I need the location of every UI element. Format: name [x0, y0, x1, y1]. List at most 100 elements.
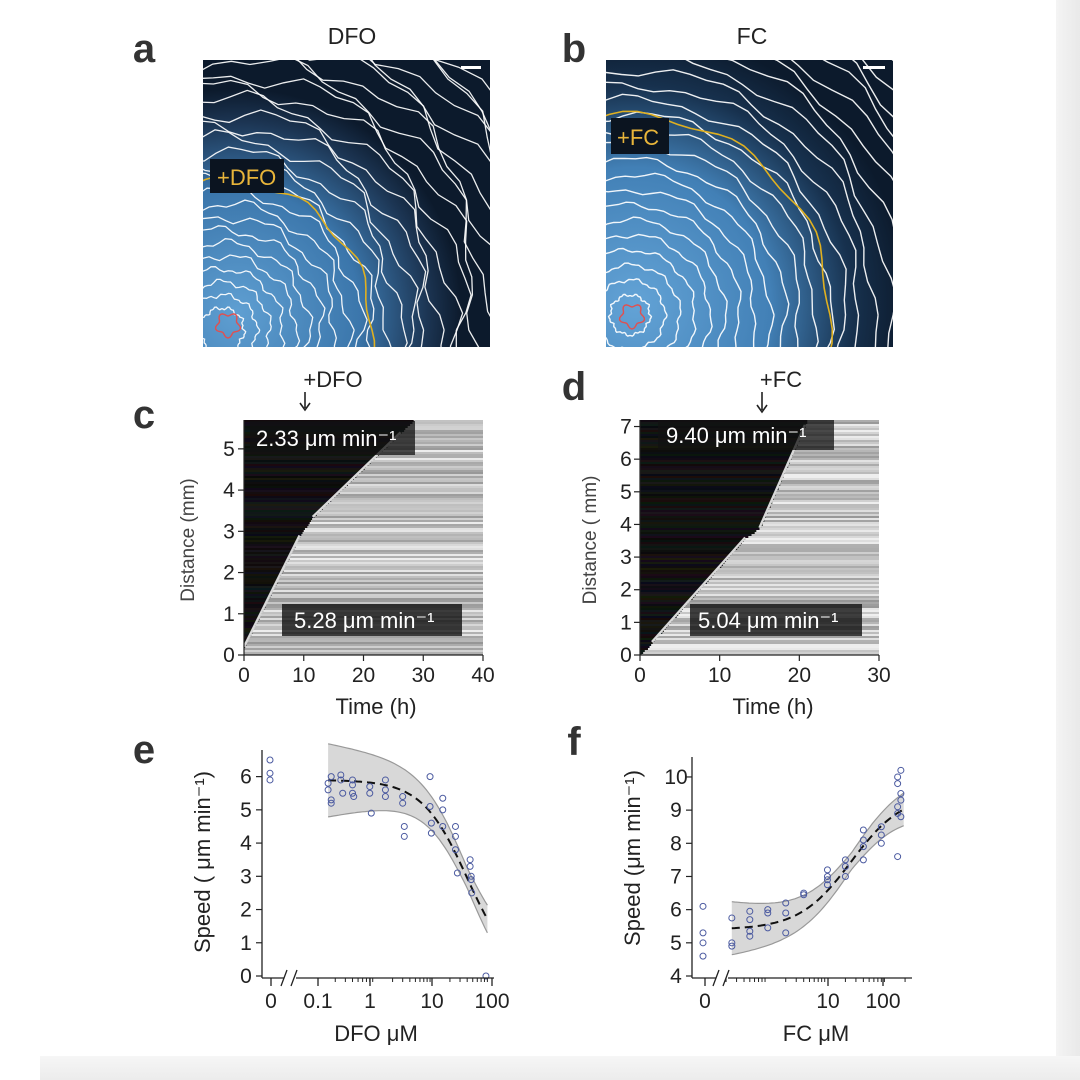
kymograph-bright-stripe — [770, 504, 879, 506]
kymograph-bright-stripe — [307, 526, 483, 528]
data-point — [400, 822, 408, 830]
kymograph-bright-stripe — [289, 556, 483, 558]
kymograph-bright-stripe — [288, 560, 483, 562]
kymograph-bright-stripe — [244, 648, 483, 650]
kymograph-dark-stripe — [640, 462, 790, 464]
kymograph-bright-stripe — [797, 442, 879, 444]
x-tick-label: 10 — [292, 664, 315, 687]
kymograph-dark-stripe — [244, 630, 253, 632]
data-point — [859, 856, 867, 864]
kymograph-bright-stripe — [370, 462, 483, 464]
x-axis-label-f: FC μM — [783, 1021, 849, 1046]
kymograph-bright-stripe — [745, 538, 879, 540]
kymograph-dark-stripe — [244, 556, 290, 558]
kymograph-dark-stripe — [640, 646, 650, 648]
kymograph-bright-stripe — [295, 544, 483, 546]
kymograph-dark-stripe — [640, 510, 768, 512]
x-tick-label: 10 — [420, 990, 443, 1013]
kymograph-dark-stripe — [640, 506, 771, 508]
rate-label-box-after-c — [250, 421, 415, 455]
kymograph-bright-stripe — [689, 600, 879, 602]
x-tick-label: 0 — [634, 664, 646, 687]
kymograph-bright-stripe — [388, 444, 483, 446]
kymograph-bright-stripe — [283, 570, 483, 572]
y-axis-label-f: Speed (μm min⁻¹) — [620, 770, 645, 946]
kymograph-dark-stripe — [244, 476, 357, 478]
y-tick-label: 5 — [223, 438, 235, 461]
kymograph-bright-stripe — [314, 516, 483, 518]
contour-line — [203, 89, 464, 347]
data-point — [349, 789, 357, 797]
treatment-marker-label-c: +DFO — [303, 367, 362, 392]
kymograph-bright-stripe — [272, 590, 483, 592]
kymograph-dark-stripe — [640, 596, 695, 598]
kymograph-bright-stripe — [246, 642, 483, 644]
contour-line — [685, 60, 893, 347]
kymograph-dark-stripe — [640, 504, 771, 506]
kymograph-dark-stripe — [244, 548, 295, 550]
kymograph-dark-stripe — [244, 468, 365, 470]
kymograph-dark-stripe — [640, 586, 703, 588]
data-point — [728, 942, 736, 950]
kymograph-dark-stripe — [640, 600, 690, 602]
kymograph-dark-stripe — [640, 598, 693, 600]
kymograph-bright-stripe — [244, 652, 483, 654]
y-tick-label: 5 — [240, 799, 252, 822]
kymograph-bright-stripe — [657, 636, 879, 638]
kymograph-dark-stripe — [640, 636, 658, 638]
data-point — [466, 862, 474, 870]
data-point-zero — [266, 776, 274, 784]
kymograph-bright-stripe — [734, 550, 879, 552]
data-point — [877, 823, 885, 831]
data-point-zero — [266, 769, 274, 777]
x-tick-label: 30 — [412, 664, 435, 687]
data-point — [823, 866, 831, 874]
kymograph-bright-stripe — [692, 598, 879, 600]
kymograph-dark-stripe — [640, 650, 645, 652]
kymograph-dark-stripe — [640, 488, 779, 490]
kymograph-dark-stripe — [244, 562, 288, 564]
contour-line — [606, 141, 801, 347]
kymograph-bright-stripe — [387, 446, 483, 448]
fit-curve — [328, 779, 489, 920]
kymograph-bright-stripe — [783, 474, 879, 476]
kymograph-dark-stripe — [640, 554, 731, 556]
data-point — [349, 776, 357, 784]
y-tick-label: 6 — [620, 448, 632, 471]
kymograph-dark-stripe — [640, 518, 765, 520]
kymograph-bright-stripe — [297, 540, 483, 542]
kymograph-dark-stripe — [640, 550, 735, 552]
contour-line — [606, 201, 742, 347]
kymograph-bright-stripe — [331, 500, 483, 502]
kymograph-dark-stripe — [640, 538, 746, 540]
kymograph-dark-stripe — [640, 490, 778, 492]
kymograph-bright-stripe — [694, 596, 879, 598]
kymograph-dark-stripe — [640, 464, 789, 466]
kymograph-bright-stripe — [266, 602, 483, 604]
contour-line — [606, 93, 847, 347]
kymograph-bright-stripe — [775, 492, 879, 494]
kymograph-dark-stripe — [640, 524, 763, 526]
kymograph-dark-stripe — [640, 584, 704, 586]
kymograph-dark-stripe — [640, 546, 739, 548]
kymograph-dark-stripe — [244, 612, 262, 614]
kymograph-bright-stripe — [783, 476, 879, 478]
data-point — [877, 839, 885, 847]
y-tick-label: 5 — [670, 932, 682, 955]
kymograph-bright-stripe — [343, 488, 483, 490]
data-point — [800, 889, 808, 897]
data-point — [841, 856, 849, 864]
kymograph-dark-stripe — [640, 620, 672, 622]
kymograph-bright-stripe — [275, 586, 483, 588]
kymograph-bright-stripe — [379, 454, 483, 456]
x-tick-label: 20 — [788, 664, 811, 687]
kymograph-dark-stripe — [640, 588, 701, 590]
x-tick-label: 100 — [865, 990, 900, 1013]
data-point — [367, 809, 375, 817]
kymograph-dark-stripe — [640, 474, 784, 476]
kymograph-bright-stripe — [759, 528, 879, 530]
data-point-zero — [266, 756, 274, 764]
kymograph-bright-stripe — [279, 576, 483, 578]
kymograph-dark-stripe — [640, 564, 723, 566]
